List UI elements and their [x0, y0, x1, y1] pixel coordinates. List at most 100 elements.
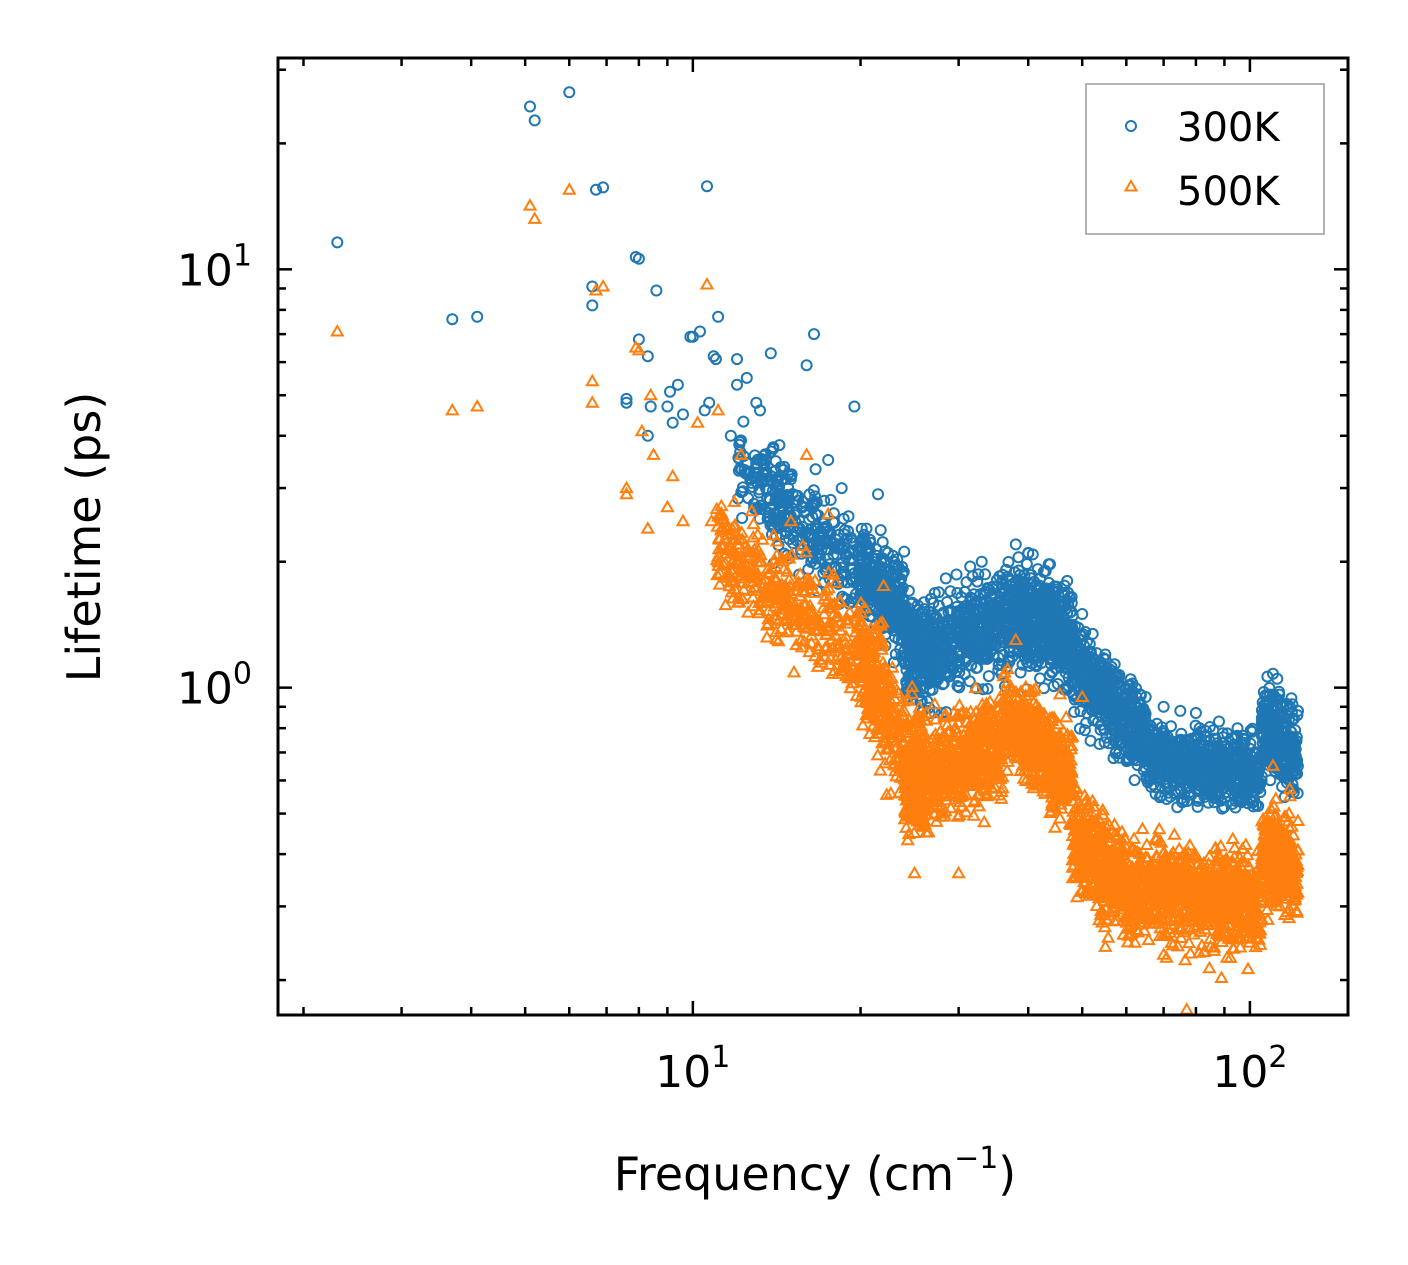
- data-point: [753, 483, 766, 496]
- data-point: [954, 637, 967, 650]
- data-point: [958, 585, 971, 598]
- data-point: [796, 526, 809, 539]
- data-point: [620, 396, 633, 409]
- data-point: [631, 342, 647, 356]
- data-point: [761, 512, 774, 525]
- data-point: [773, 439, 786, 452]
- data-point: [620, 392, 633, 405]
- data-point: [835, 482, 848, 495]
- data-point: [675, 513, 691, 527]
- data-point: [817, 567, 830, 580]
- data-point: [799, 447, 814, 460]
- data-point: [898, 545, 911, 558]
- data-point: [703, 396, 716, 409]
- data-point: [839, 550, 852, 563]
- data-point: [632, 252, 645, 265]
- data-point: [469, 399, 485, 412]
- data-point: [971, 661, 984, 674]
- data-point: [731, 353, 743, 366]
- data-point: [446, 313, 459, 326]
- data-point: [838, 528, 851, 541]
- data-point: [893, 589, 906, 602]
- data-point: [952, 606, 964, 619]
- data-point: [927, 596, 940, 609]
- data-point: [809, 490, 822, 503]
- data-point: [585, 373, 600, 387]
- data-point: [969, 596, 982, 609]
- data-point: [856, 583, 869, 596]
- data-point: [528, 114, 541, 127]
- data-point: [890, 607, 903, 619]
- data-point: [769, 455, 782, 468]
- data-point: [875, 561, 888, 573]
- data-point: [974, 642, 987, 655]
- data-point: [1012, 551, 1025, 564]
- data-point: [699, 277, 715, 290]
- data-point: [802, 529, 815, 542]
- data-point: [820, 536, 833, 549]
- data-point: [765, 445, 777, 458]
- data-point: [951, 647, 963, 660]
- data-point: [944, 585, 957, 598]
- data-point: [1157, 700, 1170, 713]
- data-point: [961, 638, 974, 651]
- data-point: [785, 468, 798, 481]
- data-point: [939, 626, 952, 639]
- data-point: [833, 528, 846, 541]
- data-point: [980, 653, 993, 665]
- data-point: [774, 469, 787, 482]
- data-point: [803, 488, 816, 501]
- data-point: [764, 347, 777, 360]
- data-point: [1098, 939, 1113, 952]
- data-point: [666, 416, 679, 429]
- data-point: [980, 593, 993, 606]
- data-point: [1128, 774, 1141, 787]
- data-point: [709, 353, 722, 366]
- data-point: [786, 664, 802, 678]
- data-point: [990, 574, 1003, 587]
- data-point: [960, 576, 973, 589]
- data-point: [759, 630, 775, 643]
- data-point: [746, 516, 761, 530]
- data-point: [522, 198, 538, 211]
- data-point: [782, 481, 794, 494]
- data-point: [968, 650, 981, 663]
- data-point: [664, 385, 676, 398]
- data-point: [740, 371, 753, 384]
- data-point: [527, 211, 542, 224]
- data-point: [754, 404, 766, 417]
- data-point: [734, 445, 747, 458]
- data-point: [939, 572, 952, 585]
- data-point: [887, 656, 900, 669]
- data-point: [982, 613, 995, 626]
- data-point: [912, 617, 924, 630]
- data-point: [972, 568, 985, 581]
- data-point: [585, 395, 600, 408]
- data-point: [740, 605, 756, 618]
- data-point: [646, 447, 661, 460]
- data-point: [710, 402, 726, 416]
- data-point: [937, 618, 950, 631]
- data-point: [562, 182, 577, 195]
- data-point: [951, 865, 966, 879]
- data-point: [644, 400, 657, 413]
- data-point: [861, 551, 874, 564]
- data-point: [665, 468, 680, 482]
- data-point: [445, 402, 460, 416]
- data-point: [951, 587, 964, 599]
- data-point: [860, 522, 873, 535]
- data-point: [919, 619, 932, 632]
- data-point: [926, 649, 939, 662]
- data-point: [904, 658, 917, 671]
- data-point: [904, 625, 917, 638]
- data-point: [641, 350, 654, 363]
- data-point: [848, 400, 861, 413]
- data-point: [994, 632, 1007, 645]
- data-point: [902, 584, 915, 597]
- data-point: [899, 657, 911, 670]
- data-point: [994, 613, 1007, 626]
- data-point: [773, 505, 786, 518]
- data-point: [977, 683, 989, 696]
- data-point: [872, 488, 884, 501]
